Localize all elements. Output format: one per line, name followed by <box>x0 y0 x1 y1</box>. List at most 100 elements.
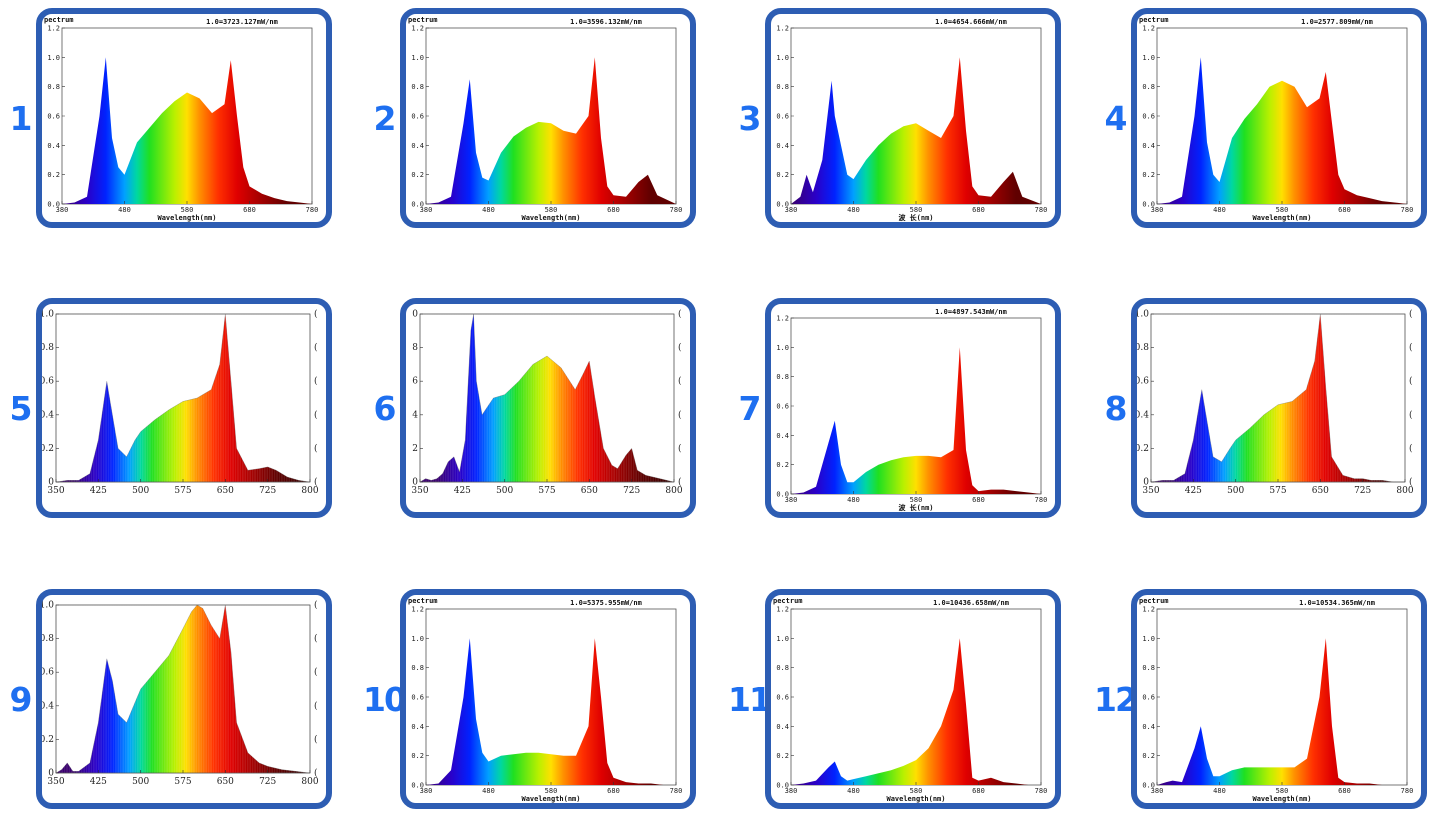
y-tick-label: 0.6 <box>47 113 60 121</box>
x-axis-label: Wavelength(nm) <box>521 795 580 803</box>
y2-tick-mark: ( <box>1409 309 1413 320</box>
x-tick-label: 480 <box>1213 206 1226 214</box>
x-tick-label: 480 <box>482 206 495 214</box>
chart-frame: 0.0 0.2 0.4 0.6 0.8 1.0 1.2 380 480 580 680 780 pect… <box>1131 589 1427 809</box>
x-tick-label: 580 <box>545 787 558 795</box>
chart-frame: 0.0 0.2 0.4 0.6 0.8 1.0 1.2 380 480 580 680 780 pect… <box>765 589 1061 809</box>
y-tick-label: 0 <box>48 478 54 488</box>
spectrum-chart: 0.0 0.2 0.4 0.6 0.8 1.0 1.2 380 480 580 680 780 1.0=… <box>776 18 1047 222</box>
y-tick-label: 0.6 <box>1137 377 1149 387</box>
chart-header: pectrum <box>44 16 74 24</box>
x-axis-label: Wavelength(nm) <box>157 214 216 222</box>
chart-number: 5 <box>9 388 33 428</box>
x-tick-label: 650 <box>581 486 598 496</box>
spectrum-area <box>419 313 675 483</box>
y-tick-label: 0.8 <box>411 664 424 672</box>
y-tick-label: 0 <box>412 478 418 488</box>
y-tick-label: 0.4 <box>1137 410 1149 420</box>
y-tick-label: 0.6 <box>411 694 424 702</box>
y-tick-label: 0.0 <box>47 201 60 209</box>
x-tick-label: 350 <box>47 486 64 496</box>
y2-tick-mark: ( <box>678 477 682 488</box>
spectrum-card-8: 8 0 (0.2 (0.4 (0.6 (0.8 (1.0 (350 425 500 575 650 72… <box>1095 294 1435 522</box>
y-tick-label: 0.2 <box>47 171 60 179</box>
chart-number: 1 <box>9 98 33 138</box>
chart-header: pectrum <box>773 597 803 605</box>
y-tick-label: 1.0 <box>1142 635 1155 643</box>
x-tick-label: 680 <box>607 206 620 214</box>
chart-subtitle: 1.0=3723.127mW/nm <box>206 18 278 26</box>
chart-subtitle: 1.0=10534.365mW/nm <box>1299 599 1375 607</box>
chart-number: 9 <box>9 679 33 719</box>
y-tick-label: 1.2 <box>411 25 424 33</box>
y-tick-label: 0.0 <box>1142 201 1155 209</box>
x-tick-label: 680 <box>972 496 985 504</box>
spectrum-card-4: 4 0.0 0.2 0.4 0.6 0.8 1.0 1.2 380 480 580 680 780 pec… <box>1095 4 1435 232</box>
x-axis-label: 波 长(nm) <box>898 213 933 222</box>
y-tick-label: 0.8 <box>1142 664 1155 672</box>
x-tick-label: 580 <box>1276 206 1289 214</box>
x-tick-label: 350 <box>1142 486 1159 496</box>
spectrum-card-10: 10 0.0 0.2 0.4 0.6 0.8 1.0 1.2 380 480 580 680 780 pe… <box>363 585 704 813</box>
y-tick-label: 1.0 <box>42 310 54 320</box>
chart-frame: 0 (0.2 (0.4 (0.6 (0.8 (1.0 (350 425 500 575 650 725… <box>36 589 332 809</box>
x-tick-label: 480 <box>482 787 495 795</box>
y-tick-label: 0 <box>1143 478 1149 488</box>
y-tick-label: 1.0 <box>1142 54 1155 62</box>
x-tick-label: 575 <box>174 486 191 496</box>
y-tick-label: 0.6 <box>1142 113 1155 121</box>
chart-frame: 0 (0.2 (0.4 (0.6 (0.8 (1.0 (350 425 500 575 650 725… <box>36 298 332 518</box>
y-tick-label: 0.8 <box>776 664 789 672</box>
spectrum-card-1: 1 0.0 0.2 0.4 0.6 0.8 1.0 1.2 380 480 580 680 780 pec… <box>0 4 340 232</box>
x-tick-label: 480 <box>1213 787 1226 795</box>
y2-tick-mark: ( <box>678 309 682 320</box>
x-tick-label: 480 <box>847 206 860 214</box>
x-tick-label: 580 <box>910 787 923 795</box>
chart-subtitle: 1.0=4897.543mW/nm <box>935 308 1007 316</box>
x-tick-label: 580 <box>181 206 194 214</box>
x-axis-label: 波 长(nm) <box>898 503 933 512</box>
spectrum-area <box>1157 57 1407 204</box>
y-tick-label: 0.4 <box>411 142 424 150</box>
x-tick-label: 380 <box>1151 206 1164 214</box>
chart-subtitle: 1.0=3596.132mW/nm <box>570 18 642 26</box>
y-tick-label: 0.0 <box>411 782 424 790</box>
y2-tick-mark: ( <box>314 477 318 488</box>
y-tick-label: 0.0 <box>411 201 424 209</box>
y-tick-label: 0.8 <box>1137 343 1149 353</box>
spectrum-chart: 0.0 0.2 0.4 0.6 0.8 1.0 1.2 380 480 580 680 780 pect… <box>1139 597 1413 803</box>
y-tick-label: 0 <box>412 310 418 320</box>
chart-frame: 0.0 0.2 0.4 0.6 0.8 1.0 1.2 380 480 580 680 780 1.0=… <box>765 8 1061 228</box>
y-tick-label: 0.8 <box>776 373 789 381</box>
x-tick-label: 380 <box>785 496 798 504</box>
y2-tick-mark: ( <box>314 700 318 711</box>
x-tick-label: 380 <box>56 206 69 214</box>
chart-subtitle: 1.0=2577.809mW/nm <box>1301 18 1373 26</box>
y-tick-label: 0.4 <box>776 432 789 440</box>
y2-tick-mark: ( <box>314 734 318 745</box>
y-tick-label: 0.2 <box>776 752 789 760</box>
y-tick-label: 0.8 <box>776 83 789 91</box>
y-tick-label: 8 <box>412 343 418 353</box>
spectrum-card-6: 6 0 (2 (4 (6 (8 (0 (350 425 500 575 650 725 800 <box>364 294 704 522</box>
x-tick-label: 680 <box>607 787 620 795</box>
y-tick-label: 0.0 <box>776 201 789 209</box>
y-tick-label: 1.2 <box>776 25 789 33</box>
chart-number: 3 <box>738 98 762 138</box>
y2-tick-mark: ( <box>314 443 318 454</box>
y-tick-label: 0.2 <box>42 444 54 454</box>
chart-number: 2 <box>373 98 397 138</box>
y2-tick-mark: ( <box>314 768 318 779</box>
x-tick-label: 580 <box>910 496 923 504</box>
chart-number: 10 <box>363 679 407 719</box>
x-tick-label: 350 <box>47 777 64 787</box>
x-tick-label: 480 <box>118 206 131 214</box>
chart-frame: 0.0 0.2 0.4 0.6 0.8 1.0 1.2 380 480 580 680 780 pect… <box>400 8 696 228</box>
y-tick-label: 0.0 <box>776 782 789 790</box>
x-tick-label: 650 <box>217 486 234 496</box>
y2-tick-mark: ( <box>314 633 318 644</box>
spectrum-card-12: 12 0.0 0.2 0.4 0.6 0.8 1.0 1.2 380 480 580 680 780 pe… <box>1094 585 1435 813</box>
y-tick-label: 0.4 <box>1142 723 1155 731</box>
x-tick-label: 780 <box>1035 496 1048 504</box>
chart-number: 12 <box>1094 679 1138 719</box>
